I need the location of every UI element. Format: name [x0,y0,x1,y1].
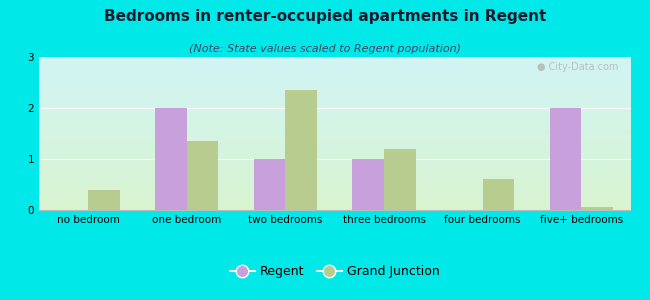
Legend: Regent, Grand Junction: Regent, Grand Junction [225,260,445,283]
Text: ● City-Data.com: ● City-Data.com [538,61,619,72]
Bar [155,108,187,210]
Bar [482,179,514,210]
Bar [581,208,613,210]
Bar [187,141,218,210]
Bar [88,190,120,210]
Bar [550,108,581,210]
Bar [285,90,317,210]
Bar [352,159,384,210]
Bar [254,159,285,210]
Bar [384,149,415,210]
Text: (Note: State values scaled to Regent population): (Note: State values scaled to Regent pop… [189,44,461,53]
Text: Bedrooms in renter-occupied apartments in Regent: Bedrooms in renter-occupied apartments i… [104,9,546,24]
